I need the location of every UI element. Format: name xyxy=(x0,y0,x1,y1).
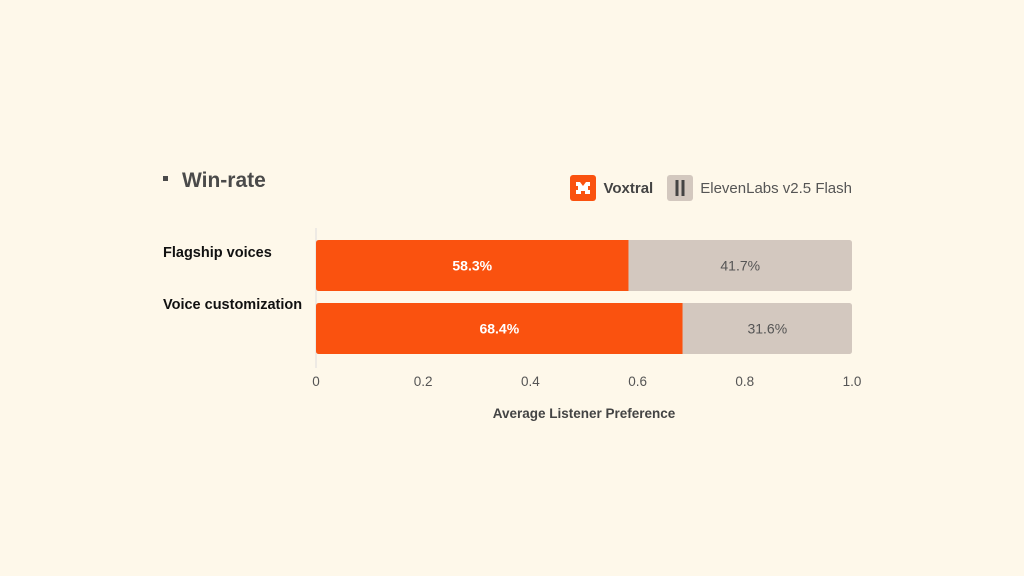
legend-item-voxtral: Voxtral xyxy=(570,175,653,201)
chart-title-text: Win-rate xyxy=(182,169,266,192)
data-label: 68.4% xyxy=(479,321,519,337)
bar-segment xyxy=(628,240,852,291)
x-tick-label: 0 xyxy=(312,374,320,389)
bar-segment xyxy=(316,240,629,291)
legend-label: Voxtral xyxy=(603,179,654,197)
data-label: 58.3% xyxy=(452,258,492,274)
x-tick-label: 1.0 xyxy=(843,374,862,389)
legend: Voxtral ElevenLabs v2.5 Flash xyxy=(556,175,852,201)
x-tick-label: 0.4 xyxy=(521,374,540,389)
bar-segment xyxy=(682,303,852,354)
legend-label: ElevenLabs v2.5 Flash xyxy=(700,179,852,197)
category-label: Voice customization xyxy=(163,297,303,313)
data-label: 31.6% xyxy=(747,321,787,337)
bar-segment xyxy=(316,303,683,354)
bullet-icon xyxy=(163,175,168,181)
x-tick-label: 0.8 xyxy=(735,374,754,389)
x-tick-label: 0.2 xyxy=(414,374,433,389)
legend-item-elevenlabs: ElevenLabs v2.5 Flash xyxy=(667,175,852,201)
x-axis-title: Average Listener Preference xyxy=(492,406,676,421)
elevenlabs-logo-icon xyxy=(667,175,694,201)
chart-title: Win-rate xyxy=(163,169,266,193)
data-label: 41.7% xyxy=(720,258,760,274)
category-label: Flagship voices xyxy=(163,245,272,261)
voxtral-logo-icon xyxy=(570,175,597,201)
x-tick-label: 0.6 xyxy=(628,374,647,389)
